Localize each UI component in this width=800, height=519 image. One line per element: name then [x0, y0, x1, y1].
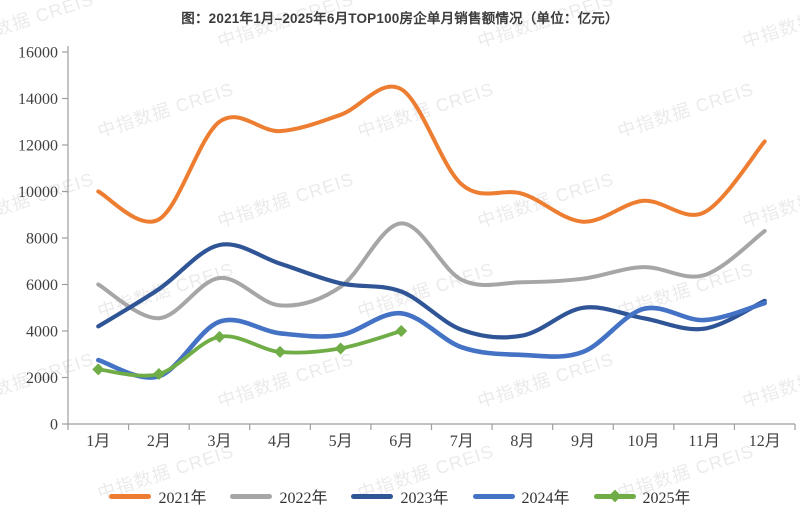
watermark-text: 中指数据 CREIS — [615, 79, 756, 142]
data-point-diamond-icon — [92, 363, 105, 376]
series-line-2021年 — [96, 84, 767, 224]
x-axis-label: 3月 — [207, 433, 231, 450]
series-layer — [92, 84, 767, 381]
series-line-2023年 — [96, 242, 767, 340]
legend-label: 2022年 — [279, 490, 328, 507]
x-axis-label: 7月 — [450, 433, 474, 450]
legend-label: 2024年 — [521, 490, 570, 507]
data-point-diamond-icon — [334, 342, 347, 355]
x-axis-label: 10月 — [628, 433, 660, 450]
legend-diamond-icon — [608, 489, 621, 503]
legend-label: 2023年 — [400, 490, 449, 507]
series-line-2022年 — [96, 221, 767, 321]
watermark-text: 中指数据 CREIS — [95, 79, 236, 142]
legend-item-2021年: 2021年 — [109, 484, 206, 508]
y-axis-label: 8000 — [26, 231, 58, 248]
legend-label: 2025年 — [642, 490, 691, 507]
legend-label: 2021年 — [158, 490, 207, 507]
watermark-text: 中指数据 CREIS — [475, 169, 616, 232]
data-point-diamond-icon — [274, 345, 287, 358]
series-line-2025年 — [96, 329, 404, 378]
y-axis-label: 6000 — [26, 277, 58, 294]
watermark-text: 中指数据 CREIS — [740, 169, 800, 232]
y-axis-label: 4000 — [26, 324, 58, 341]
watermark-text: 中指数据 CREIS — [215, 169, 356, 232]
data-point-diamond-icon — [395, 325, 408, 337]
x-axis-label: 6月 — [389, 433, 413, 450]
legend-item-2024年: 2024年 — [472, 484, 570, 508]
watermark-text: 中指数据 CREIS — [215, 349, 356, 412]
legend-item-2023年: 2023年 — [351, 484, 449, 508]
x-axis-label: 12月 — [749, 433, 781, 450]
legend-swatch-icon — [351, 493, 394, 499]
x-axis-label: 4月 — [268, 433, 292, 450]
y-axis-label: 16000 — [18, 45, 58, 62]
legend-item-2022年: 2022年 — [230, 484, 327, 508]
x-axis-label: 2月 — [147, 433, 171, 450]
legend-item-2025年: 2025年 — [593, 484, 691, 508]
x-axis-label: 11月 — [688, 433, 719, 450]
legend-swatch-icon — [593, 489, 636, 503]
series-line-2024年 — [95, 300, 767, 380]
data-point-diamond-icon — [213, 330, 226, 343]
x-axis-label: 5月 — [329, 433, 353, 450]
y-axis-label: 12000 — [18, 138, 58, 155]
x-axis-label: 9月 — [571, 433, 595, 450]
watermark-text: 中指数据 CREIS — [740, 349, 800, 412]
axes: 0 2000 4000 6000 8000 10000 12000 14000 16000 1月 2… — [18, 45, 796, 450]
watermark-text: 中指数据 CREIS — [95, 259, 236, 322]
y-axis-label: 0 — [50, 417, 58, 434]
data-point-diamond-icon — [152, 368, 165, 381]
legend-swatch-icon — [230, 493, 273, 499]
x-axis-label: 1月 — [86, 433, 110, 450]
x-axis-label: 8月 — [510, 433, 534, 450]
legend-swatch-icon — [472, 493, 515, 499]
y-axis-label: 2000 — [26, 370, 58, 387]
chart-legend: 2021年 2022年 2023年 2024年 2025年 — [0, 484, 800, 508]
watermark-text: 中指数据 CREIS — [355, 259, 496, 322]
y-axis-label: 14000 — [18, 91, 58, 108]
legend-swatch-icon — [109, 493, 152, 499]
chart-title: 图：2021年1月–2025年6月TOP100房企单月销售额情况（单位：亿元） — [181, 11, 619, 26]
watermark-text: 中指数据 CREIS — [355, 79, 496, 142]
watermark-layer: 中指数据 CREIS 中指数据 CREIS 中指数据 CREIS 中指数据 CREIS… — [0, 0, 800, 504]
y-axis-label: 10000 — [18, 184, 58, 201]
